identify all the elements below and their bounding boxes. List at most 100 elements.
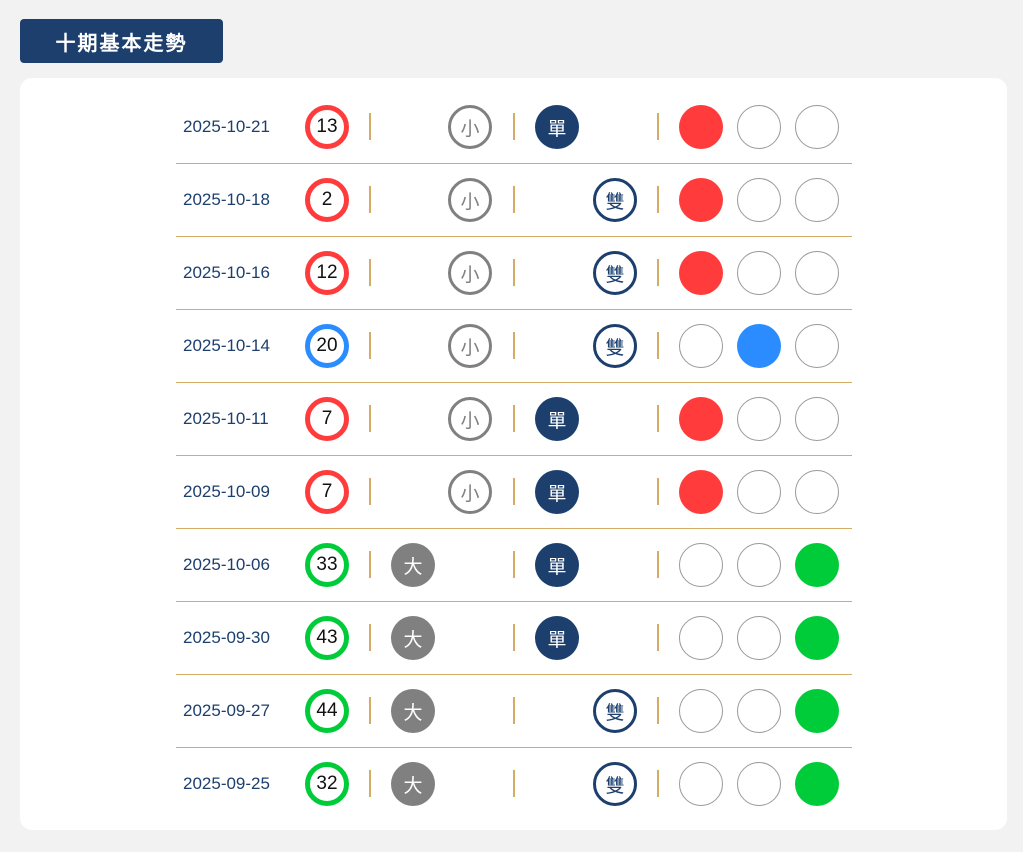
blue-color-dot [737,105,781,149]
blue-color-dot [737,397,781,441]
small-badge: 小 [448,178,492,222]
big-badge: 大 [391,616,435,660]
green-color-dot [795,689,839,733]
number-ball: 2 [305,178,349,222]
green-color-dot [795,324,839,368]
blue-color-dot [737,470,781,514]
divider [369,405,371,432]
green-color-dot [795,178,839,222]
blue-color-dot [737,616,781,660]
divider [369,113,371,140]
red-color-dot [679,762,723,806]
odd-badge: 單 [535,543,579,587]
big-badge: 大 [391,543,435,587]
green-color-dot [795,762,839,806]
draw-date: 2025-10-11 [183,409,269,428]
number-ball: 20 [305,324,349,368]
blue-color-dot [737,762,781,806]
blue-color-dot [737,543,781,587]
draw-date: 2025-10-21 [183,117,270,136]
draw-date: 2025-10-16 [183,263,270,282]
even-badge: 雙 [593,762,637,806]
divider [369,770,371,797]
divider [657,332,659,359]
draw-date: 2025-09-27 [183,701,270,720]
divider [657,186,659,213]
divider [657,624,659,651]
small-badge: 小 [448,251,492,295]
divider [513,259,515,286]
divider [657,405,659,432]
blue-color-dot [737,324,781,368]
table-row: 2025-10-09 7 小單 [176,456,852,529]
divider [513,332,515,359]
number-ball: 44 [305,689,349,733]
number-ball: 12 [305,251,349,295]
small-badge: 小 [448,324,492,368]
table-row: 2025-10-21 13 小單 [176,91,852,164]
table-row: 2025-09-25 32 大 雙 [176,748,852,820]
number-ball: 43 [305,616,349,660]
divider [369,551,371,578]
divider [657,478,659,505]
small-badge: 小 [448,105,492,149]
blue-color-dot [737,251,781,295]
table-row: 2025-10-11 7 小單 [176,383,852,456]
odd-badge: 單 [535,470,579,514]
number-ball: 32 [305,762,349,806]
red-color-dot [679,251,723,295]
divider [657,551,659,578]
red-color-dot [679,105,723,149]
divider [513,405,515,432]
draw-date: 2025-10-06 [183,555,270,574]
green-color-dot [795,251,839,295]
divider [657,259,659,286]
divider [369,259,371,286]
draw-date: 2025-10-14 [183,336,270,355]
divider [369,624,371,651]
red-color-dot [679,543,723,587]
blue-color-dot [737,178,781,222]
divider [657,697,659,724]
trend-rows: 2025-10-21 13 小單 2025-10-18 2 小雙 2025-10-16 12 小… [176,91,852,820]
red-color-dot [679,616,723,660]
big-badge: 大 [391,762,435,806]
green-color-dot [795,105,839,149]
red-color-dot [679,324,723,368]
even-badge: 雙 [593,689,637,733]
divider [657,113,659,140]
number-ball: 13 [305,105,349,149]
even-badge: 雙 [593,324,637,368]
blue-color-dot [737,689,781,733]
divider [369,332,371,359]
green-color-dot [795,543,839,587]
divider [513,624,515,651]
divider [657,770,659,797]
draw-date: 2025-09-25 [183,774,270,793]
small-badge: 小 [448,470,492,514]
table-row: 2025-10-18 2 小 雙 [176,164,852,237]
red-color-dot [679,397,723,441]
table-row: 2025-09-30 43 大 單 [176,602,852,675]
divider [513,697,515,724]
table-row: 2025-09-27 44 大 雙 [176,675,852,748]
small-badge: 小 [448,397,492,441]
red-color-dot [679,689,723,733]
table-row: 2025-10-06 33 大 單 [176,529,852,602]
odd-badge: 單 [535,616,579,660]
red-color-dot [679,470,723,514]
green-color-dot [795,470,839,514]
number-ball: 33 [305,543,349,587]
draw-date: 2025-10-09 [183,482,270,501]
green-color-dot [795,397,839,441]
odd-badge: 單 [535,397,579,441]
even-badge: 雙 [593,178,637,222]
table-row: 2025-10-14 20 小 雙 [176,310,852,383]
number-ball: 7 [305,397,349,441]
divider [369,697,371,724]
divider [369,478,371,505]
table-row: 2025-10-16 12 小 雙 [176,237,852,310]
divider [369,186,371,213]
trend-card: 2025-10-21 13 小單 2025-10-18 2 小雙 2025-10-16 12 小… [20,78,1007,830]
divider [513,186,515,213]
